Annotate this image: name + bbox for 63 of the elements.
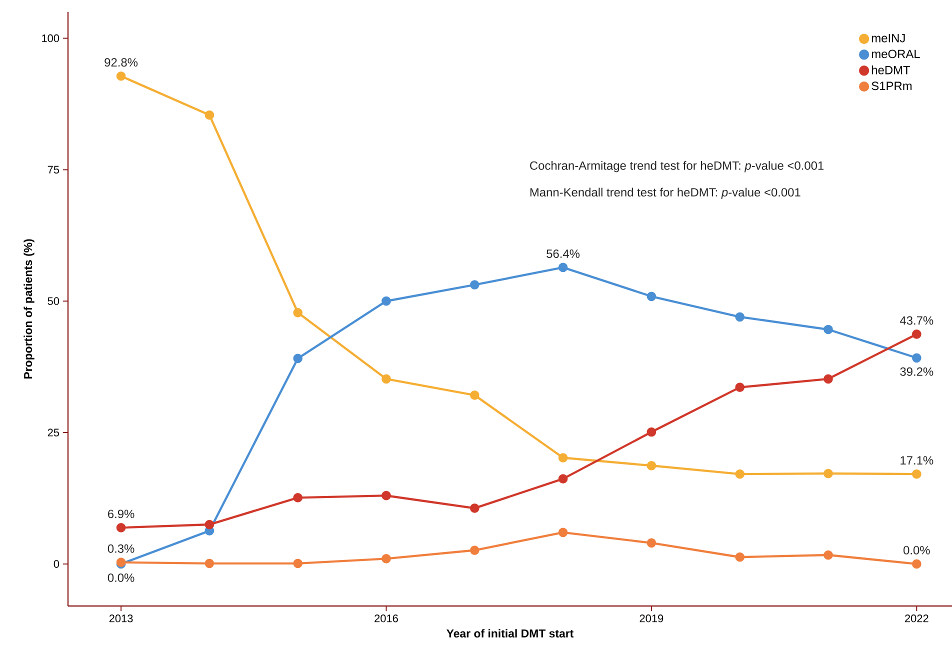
point xyxy=(116,71,126,81)
annotation: 17.1% xyxy=(900,456,934,465)
point xyxy=(382,554,391,564)
annotation: 6.9% xyxy=(108,510,134,518)
x-tick-label: 2019 xyxy=(640,614,664,622)
point xyxy=(293,558,303,568)
legend-label: S1PRm xyxy=(872,82,912,90)
point xyxy=(646,427,656,437)
point xyxy=(470,390,480,400)
y-tick-label: 50 xyxy=(48,297,60,305)
x-tick-label: 2022 xyxy=(905,614,928,622)
point xyxy=(912,330,922,339)
point xyxy=(912,559,922,569)
point xyxy=(735,382,745,392)
legend-label: heDMT xyxy=(872,66,910,74)
point xyxy=(735,312,745,322)
y-tick-label: 25 xyxy=(48,428,60,436)
point xyxy=(204,110,214,120)
annotation: 0.0% xyxy=(108,573,134,582)
point xyxy=(558,474,568,484)
point xyxy=(293,493,303,502)
point xyxy=(204,558,214,568)
point xyxy=(204,520,214,530)
point xyxy=(824,550,833,560)
point xyxy=(824,374,833,384)
point xyxy=(912,469,922,479)
point xyxy=(116,522,126,532)
point xyxy=(912,353,922,363)
point xyxy=(735,469,745,479)
point xyxy=(646,460,656,470)
point xyxy=(382,374,391,384)
y-tick-label: 75 xyxy=(48,166,60,174)
annotation: Mann-Kendall trend test for heDMT: p-value <0.001 xyxy=(530,188,800,199)
point xyxy=(558,528,568,538)
y-tick-label: 0 xyxy=(54,560,60,568)
legend-label: meINJ xyxy=(872,34,905,42)
x-axis-title: Year of initial DMT start xyxy=(446,629,574,638)
legend-label: meORAL xyxy=(872,50,920,58)
point xyxy=(470,280,480,290)
point xyxy=(646,538,656,548)
y-axis-title: Proportion of patients (%) xyxy=(24,239,34,379)
point xyxy=(824,324,833,334)
annotation: 0.3% xyxy=(108,544,134,553)
point xyxy=(470,504,480,513)
point xyxy=(824,468,833,478)
point xyxy=(558,453,568,462)
point xyxy=(470,546,480,555)
x-tick-label: 2016 xyxy=(374,614,398,622)
point xyxy=(382,490,391,500)
annotation: 43.7% xyxy=(900,316,934,325)
point xyxy=(558,262,568,272)
point xyxy=(293,354,303,364)
annotation: 56.4% xyxy=(546,249,580,258)
y-tick-label: 100 xyxy=(42,34,60,42)
annotation: 39.2% xyxy=(900,367,934,376)
annotation: Cochran-Armitage trend test for heDMT: p-value <0.001 xyxy=(530,161,824,172)
point xyxy=(735,552,745,562)
point xyxy=(646,292,656,302)
annotation: 92.8% xyxy=(104,58,138,67)
point xyxy=(382,296,391,306)
point xyxy=(293,308,303,318)
x-tick-label: 2013 xyxy=(109,614,133,622)
annotation: 0.0% xyxy=(903,546,930,554)
